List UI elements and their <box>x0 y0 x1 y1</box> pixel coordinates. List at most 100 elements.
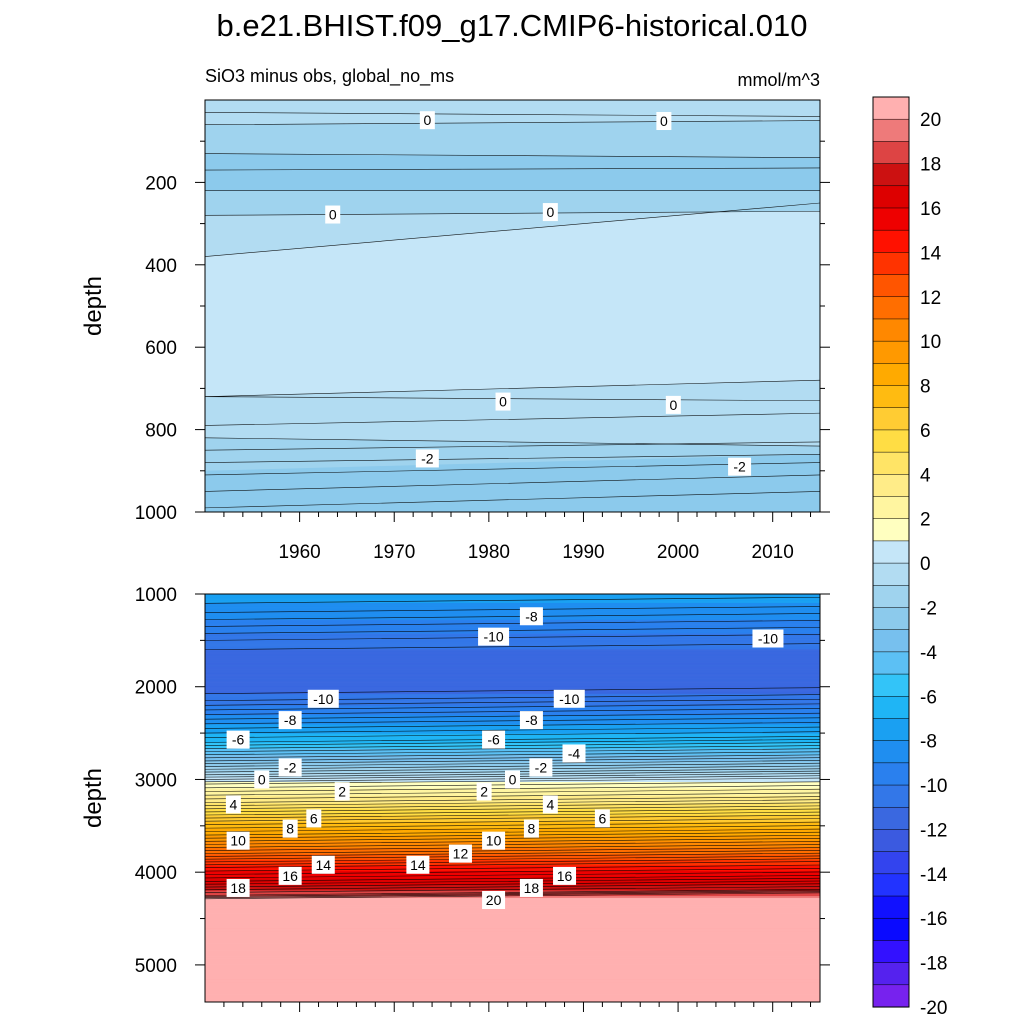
upper-ytick-label: 800 <box>145 421 177 442</box>
upper-contour-line <box>205 202 820 257</box>
colorbar-swatch <box>872 229 910 253</box>
lower-contour-line <box>205 875 820 882</box>
lower-contour-line <box>205 868 820 875</box>
upper-xtick-label: 1990 <box>562 542 604 563</box>
lower-contour-line <box>205 613 820 620</box>
lower-contour-label: -10 <box>307 689 339 708</box>
lower-contour-line <box>205 739 820 746</box>
colorbar-swatch <box>872 274 910 298</box>
lower-contour-line <box>205 620 820 627</box>
upper-panel: SiO3 minus obs, global_no_ms mmol/m^3 de… <box>80 66 830 563</box>
lower-contour-line <box>205 754 820 762</box>
lower-contour-line <box>205 751 820 759</box>
lower-contour-label: 0 <box>505 770 520 789</box>
upper-contour-label: 0 <box>495 392 511 411</box>
lower-contour-line <box>205 708 820 715</box>
colorbar-label: 10 <box>920 332 941 353</box>
lower-contour-label: 8 <box>282 819 298 838</box>
lower-contour-line <box>205 594 236 595</box>
lower-contour-line <box>205 825 820 832</box>
lower-contour-label: -2 <box>278 758 302 777</box>
lower-contour-line <box>205 831 820 839</box>
colorbar-swatch <box>872 385 910 409</box>
colorbar-swatch <box>872 185 910 209</box>
chart-title: b.e21.BHIST.f09_g17.CMIP6-historical.010 <box>216 8 807 43</box>
colorbar: 20181614121086420-2-4-6-8-10-12-14-16-18… <box>872 96 948 1019</box>
lower-contour-label-text: 10 <box>486 833 502 849</box>
lower-contour-label-text: 4 <box>229 796 237 812</box>
colorbar-swatch <box>872 318 910 342</box>
upper-y-axis-title: depth <box>80 276 107 336</box>
upper-contour-line <box>205 379 820 397</box>
upper-contour-label-text: 0 <box>546 204 554 220</box>
lower-contour-line <box>205 864 820 872</box>
lower-contour-label-text: 4 <box>546 796 554 812</box>
upper-ytick-label: 400 <box>145 256 177 277</box>
lower-contour-label-text: -8 <box>525 712 538 728</box>
colorbar-swatch <box>872 784 910 808</box>
upper-right-string: mmol/m^3 <box>738 70 820 90</box>
lower-contour-label-text: -6 <box>487 732 500 748</box>
colorbar-swatch <box>872 762 910 786</box>
colorbar-swatch <box>872 252 910 276</box>
lower-contour-line <box>205 762 820 770</box>
colorbar-swatch <box>872 895 910 919</box>
lower-contour-line <box>205 838 820 845</box>
colorbar-swatch <box>872 163 910 187</box>
lower-contour-label-text: 6 <box>310 810 318 826</box>
colorbar-swatch <box>872 562 910 586</box>
lower-contour-label: 2 <box>334 782 350 801</box>
lower-contour-line <box>205 736 820 743</box>
colorbar-swatch <box>872 474 910 498</box>
upper-contour-label: 0 <box>656 112 672 131</box>
upper-contour-label-text: 0 <box>499 394 507 410</box>
lower-contour-label-text: 14 <box>315 857 331 873</box>
upper-contour-line <box>205 412 820 426</box>
lower-contour-label-text: -6 <box>232 732 245 748</box>
colorbar-frame <box>872 96 910 1008</box>
colorbar-label: -14 <box>920 865 948 886</box>
lower-ytick-label: 5000 <box>135 956 177 977</box>
upper-contour-line <box>205 396 820 402</box>
upper-contour-labels: 0 0 0 0 0 0 -2 -2 <box>325 111 752 476</box>
lower-contour-line <box>205 785 820 792</box>
lower-contour-label-text: 10 <box>230 833 246 849</box>
upper-contour-label-text: 0 <box>329 207 337 223</box>
colorbar-label: -6 <box>920 687 937 708</box>
lower-contour-line <box>205 892 820 900</box>
lower-contour-label-text: -10 <box>483 629 503 645</box>
colorbar-swatch <box>872 873 910 897</box>
lower-contour-line <box>205 891 820 898</box>
lower-contour-line <box>205 802 820 810</box>
upper-contour-layer <box>205 112 820 509</box>
colorbar-swatch <box>872 696 910 720</box>
upper-contour-line <box>205 462 820 476</box>
colorbar-label: 8 <box>920 377 931 398</box>
colorbar-swatch <box>872 207 910 231</box>
upper-contour-line <box>205 474 820 492</box>
lower-contour-label-text: -10 <box>559 691 579 707</box>
colorbar-swatch <box>872 740 910 764</box>
colorbar-swatch <box>872 407 910 431</box>
colorbar-swatch <box>872 496 910 520</box>
lower-contour-line <box>205 844 820 851</box>
colorbar-label: 12 <box>920 288 941 309</box>
colorbar-label: 16 <box>920 199 941 220</box>
lower-contour-line <box>205 880 820 888</box>
upper-ytick-label: 600 <box>145 338 177 359</box>
lower-contour-line <box>205 871 820 879</box>
lower-contour-label-text: 2 <box>338 784 346 800</box>
colorbar-swatch <box>872 829 910 853</box>
upper-contour-label: 0 <box>542 203 558 222</box>
colorbar-swatch <box>872 118 910 142</box>
lower-contour-line <box>205 748 820 756</box>
upper-ytick-label: 1000 <box>135 503 177 524</box>
lower-contour-line <box>205 627 820 634</box>
lower-contour-label-text: 20 <box>486 892 502 908</box>
lower-contour-line <box>205 745 820 752</box>
colorbar-label: 4 <box>920 465 931 486</box>
lower-contour-line <box>205 828 820 836</box>
colorbar-swatch <box>872 96 910 120</box>
lower-ytick-label: 3000 <box>135 770 177 791</box>
